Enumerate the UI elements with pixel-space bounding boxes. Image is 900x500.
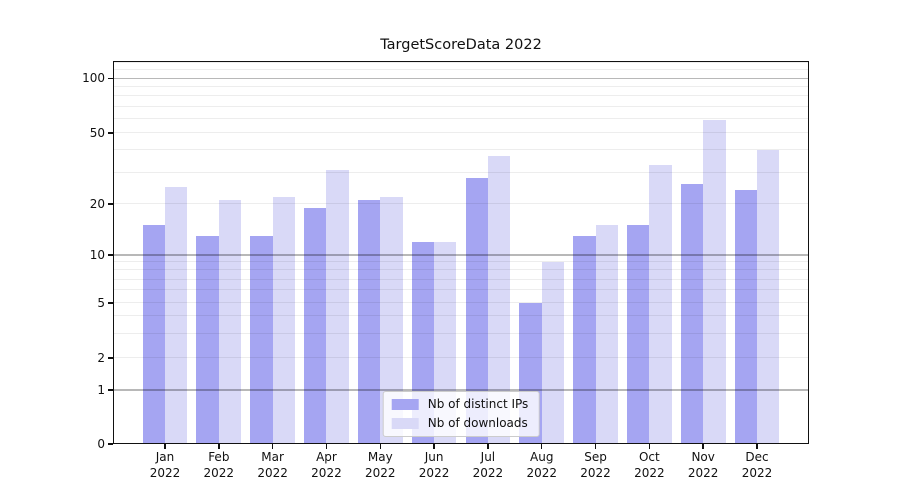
y-tick-label: 5 [97, 296, 105, 310]
legend: Nb of distinct IPs Nb of downloads [382, 391, 540, 437]
minor-gridline [113, 105, 809, 107]
x-tick-mark [218, 444, 220, 449]
bar-distinct-ips [573, 235, 596, 444]
y-tick-mark [108, 389, 113, 391]
x-tick-label: Mar 2022 [257, 450, 288, 480]
bar-distinct-ips [626, 225, 650, 444]
legend-swatch-downloads [391, 418, 419, 429]
y-tick-mark [108, 443, 113, 445]
bar-distinct-ips [142, 225, 165, 444]
y-tick-mark [108, 77, 113, 80]
legend-label: Nb of downloads [427, 416, 528, 430]
x-tick-mark [594, 444, 597, 449]
x-tick-mark [702, 444, 704, 449]
x-tick-label: Aug 2022 [526, 450, 557, 480]
minor-gridline [113, 117, 809, 119]
bar-downloads [649, 165, 672, 444]
x-tick-mark [648, 444, 651, 449]
y-tick-label: 0 [97, 437, 105, 451]
legend-label: Nb of distinct IPs [427, 397, 529, 411]
x-tick-label: Oct 2022 [634, 450, 665, 480]
bar-distinct-ips [734, 189, 757, 444]
legend-swatch-distinct-ips [391, 399, 419, 410]
x-tick-label: Nov 2022 [687, 450, 719, 480]
y-tick-mark [108, 132, 113, 134]
x-tick-mark [541, 444, 543, 449]
bar-downloads [165, 186, 188, 444]
minor-gridline [113, 94, 809, 96]
x-tick-mark [433, 444, 435, 449]
y-tick-label: 100 [82, 71, 105, 86]
bar-downloads [272, 196, 296, 444]
bar-downloads [541, 262, 565, 444]
x-tick-label: May 2022 [364, 450, 396, 480]
x-tick-label: Apr 2022 [311, 450, 342, 480]
y-tick-mark [108, 254, 113, 256]
x-tick-mark [379, 444, 381, 449]
x-tick-label: Feb 2022 [203, 450, 235, 480]
legend-item: Nb of downloads [391, 416, 529, 431]
bar-downloads [326, 170, 349, 444]
bar-downloads [218, 200, 242, 444]
bar-downloads [380, 196, 403, 444]
chart-title: TargetScoreData 2022 [380, 37, 542, 53]
x-tick-mark [487, 444, 489, 449]
x-tick-mark [271, 444, 274, 449]
y-tick-mark [108, 357, 113, 359]
bar-distinct-ips [357, 200, 381, 444]
major-gridline [113, 77, 809, 80]
bar-distinct-ips [304, 207, 327, 444]
x-tick-label: Jul 2022 [472, 450, 504, 480]
minor-gridline [113, 62, 809, 64]
y-tick-label: 1 [97, 383, 105, 397]
x-tick-label: Dec 2022 [741, 450, 773, 480]
y-tick-label: 10 [89, 248, 105, 262]
bar-downloads [757, 150, 780, 444]
bar-distinct-ips [465, 177, 488, 444]
bar-distinct-ips [680, 183, 704, 444]
legend-item: Nb of distinct IPs [391, 397, 529, 412]
x-tick-label: Jun 2022 [418, 450, 450, 480]
minor-gridline [113, 69, 809, 71]
x-tick-mark [164, 444, 166, 449]
bar-downloads [703, 119, 726, 444]
bar-distinct-ips [250, 235, 273, 444]
minor-gridline [113, 85, 809, 87]
y-tick-mark [108, 203, 113, 205]
y-tick-label: 50 [89, 126, 105, 140]
x-tick-label: Jan 2022 [149, 450, 181, 480]
bar-distinct-ips [196, 235, 219, 444]
y-tick-mark [108, 302, 113, 304]
x-tick-mark [756, 444, 758, 449]
y-tick-label: 20 [89, 197, 105, 211]
plot-area [113, 61, 809, 444]
x-tick-label: Sep 2022 [580, 450, 611, 480]
y-tick-label: 2 [97, 351, 105, 365]
bar-downloads [487, 156, 511, 444]
bar-downloads [595, 225, 618, 444]
x-tick-mark [325, 444, 328, 449]
